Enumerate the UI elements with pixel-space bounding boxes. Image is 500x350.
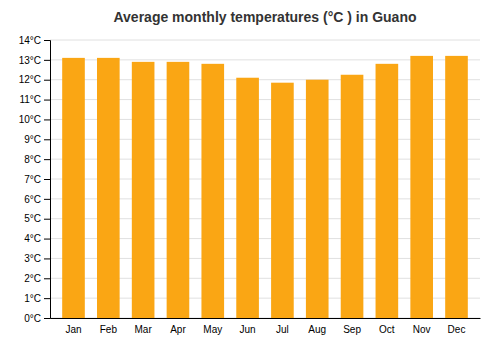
- tick: 10°C: [19, 114, 50, 125]
- tick-label: Dec: [448, 324, 466, 335]
- bar: [306, 80, 329, 318]
- bar: [271, 83, 294, 318]
- tick-mark: [44, 179, 50, 180]
- tick: 14°C: [19, 35, 50, 46]
- tick: May: [203, 324, 222, 335]
- tick-label: 1°C: [24, 293, 41, 304]
- tick: 13°C: [19, 55, 50, 66]
- tick-label: Sep: [343, 324, 361, 335]
- bars: [62, 56, 468, 318]
- bar: [132, 62, 155, 318]
- tick-label: Mar: [135, 324, 153, 335]
- tick: Jun: [240, 324, 256, 335]
- bar: [410, 56, 433, 318]
- tick: 0°C: [24, 313, 50, 324]
- tick: 11°C: [19, 94, 50, 105]
- tick-label: 3°C: [24, 253, 41, 264]
- tick: 1°C: [24, 293, 50, 304]
- bar: [341, 75, 364, 318]
- grid-line: [50, 40, 480, 41]
- tick-mark: [44, 318, 50, 319]
- tick: Nov: [413, 324, 431, 335]
- tick-label: 9°C: [24, 134, 41, 145]
- tick: Oct: [379, 324, 395, 335]
- tick-label: 6°C: [24, 194, 41, 205]
- tick-label: 13°C: [19, 55, 41, 66]
- tick-mark: [44, 278, 50, 279]
- x-axis: Jan Feb Mar Apr May Jun Jul Aug Sep Oct Nov Dec: [51, 319, 481, 336]
- tick: 4°C: [24, 233, 50, 244]
- tick: 7°C: [24, 174, 50, 185]
- bar: [376, 64, 399, 318]
- tick-label: Aug: [308, 324, 326, 335]
- axis-line: [44, 41, 51, 319]
- tick-mark: [44, 100, 50, 101]
- tick-label: 11°C: [19, 94, 41, 105]
- tick: Feb: [100, 324, 118, 335]
- bar: [62, 58, 85, 318]
- bar: [201, 64, 224, 318]
- tick-label: 14°C: [19, 35, 41, 46]
- tick: Jan: [65, 324, 81, 335]
- tick: 8°C: [24, 154, 50, 165]
- tick-label: May: [203, 324, 222, 335]
- chart: 0°C 1°C 2°C 3°C 4°C 5°C 6°C 7°C 8°C 9°C 10°C 11°C 12…: [0, 0, 500, 350]
- y-axis: 0°C 1°C 2°C 3°C 4°C 5°C 6°C 7°C 8°C 9°C 10°C 11°C 12…: [19, 35, 51, 324]
- tick-label: 10°C: [19, 114, 41, 125]
- tick-mark: [44, 119, 50, 120]
- bar: [236, 78, 259, 318]
- tick: Dec: [448, 324, 466, 335]
- tick: 2°C: [24, 273, 50, 284]
- tick-mark: [44, 199, 50, 200]
- tick: Jul: [276, 324, 289, 335]
- axis-line: [51, 318, 481, 319]
- tick-mark: [44, 40, 50, 41]
- tick-mark: [44, 239, 50, 240]
- tick-mark: [44, 219, 50, 220]
- tick-mark: [44, 80, 50, 81]
- tick-label: Jun: [240, 324, 256, 335]
- tick: 5°C: [24, 213, 50, 224]
- tick: 6°C: [24, 194, 50, 205]
- tick: 12°C: [19, 74, 50, 85]
- tick-label: Jan: [65, 324, 81, 335]
- tick-mark: [44, 60, 50, 61]
- plot: 0°C 1°C 2°C 3°C 4°C 5°C 6°C 7°C 8°C 9°C 10°C 11°C 12…: [19, 35, 481, 335]
- tick-label: Oct: [379, 324, 395, 335]
- tick-label: 5°C: [24, 213, 41, 224]
- tick: Sep: [343, 324, 361, 335]
- tick-label: 0°C: [24, 313, 41, 324]
- tick-mark: [44, 159, 50, 160]
- tick-label: 8°C: [24, 154, 41, 165]
- tick: 9°C: [24, 134, 50, 145]
- tick-mark: [44, 258, 50, 259]
- grid: [50, 40, 480, 318]
- tick: 3°C: [24, 253, 50, 264]
- tick-label: Feb: [100, 324, 118, 335]
- tick-label: Jul: [276, 324, 289, 335]
- tick-label: 7°C: [24, 174, 41, 185]
- bar: [97, 58, 120, 318]
- tick-label: Apr: [170, 324, 186, 335]
- tick-label: 2°C: [24, 273, 41, 284]
- bar: [167, 62, 190, 318]
- bar: [445, 56, 468, 318]
- tick: Mar: [135, 324, 153, 335]
- title: Average monthly temperatures (°C ) in Gu…: [113, 9, 416, 25]
- tick-label: Nov: [413, 324, 431, 335]
- tick: Aug: [308, 324, 326, 335]
- tick-label: 4°C: [24, 233, 41, 244]
- tick-mark: [44, 139, 50, 140]
- tick-mark: [44, 298, 50, 299]
- tick-label: 12°C: [19, 74, 41, 85]
- tick: Apr: [170, 324, 186, 335]
